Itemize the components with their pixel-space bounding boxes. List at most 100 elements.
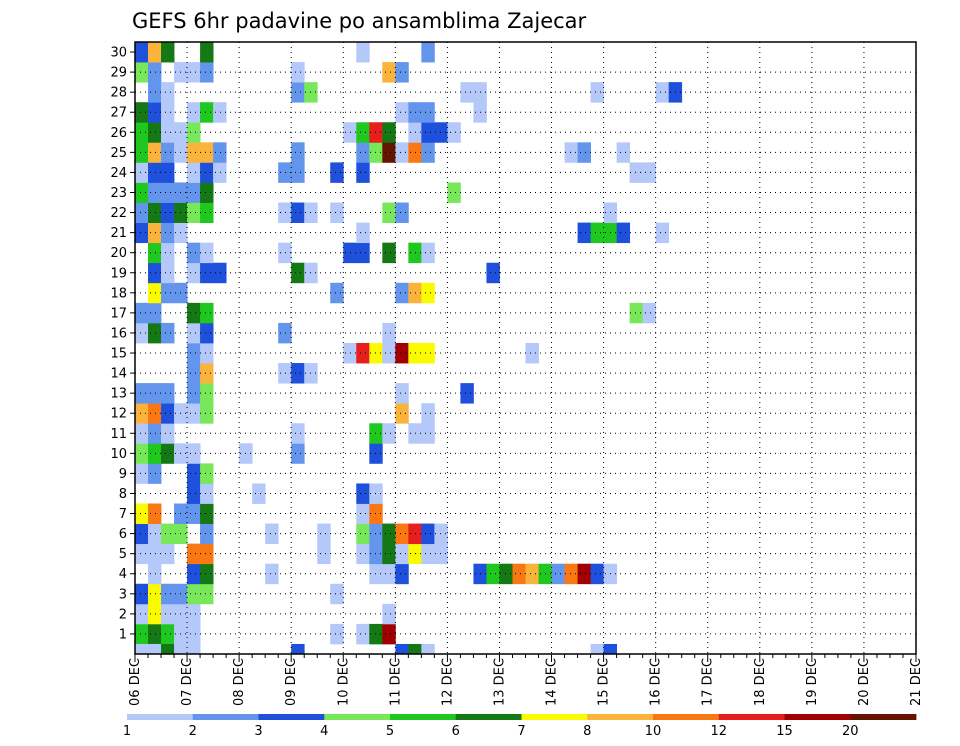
heatmap-cell <box>213 142 227 163</box>
heatmap-cell <box>135 463 149 484</box>
heatmap-cell <box>161 583 175 605</box>
heatmap-cell <box>616 222 631 244</box>
heatmap-cell <box>356 122 370 143</box>
heatmap-cell <box>460 82 474 103</box>
heatmap-cell <box>395 202 409 223</box>
heatmap-cell <box>382 322 396 344</box>
heatmap-cell <box>369 523 383 545</box>
x-tick-label: 19 DEC <box>805 658 820 706</box>
heatmap-cell <box>148 62 162 83</box>
heatmap-cell <box>330 623 344 645</box>
y-tick-label: 27 <box>110 106 127 121</box>
x-tick-label: 21 DEC <box>909 658 924 706</box>
heatmap-cell <box>187 202 201 223</box>
heatmap-cell <box>356 142 370 163</box>
heatmap-cell <box>434 523 448 545</box>
heatmap-cell <box>148 222 162 244</box>
colorbar-label: 7 <box>517 724 525 739</box>
heatmap-cell <box>265 523 279 545</box>
heatmap-cell <box>486 262 500 284</box>
y-tick-label: 26 <box>110 126 127 141</box>
heatmap-cell <box>551 563 565 585</box>
x-tick-label: 15 DEC <box>597 658 612 706</box>
heatmap-cell <box>278 162 292 183</box>
heatmap-cell <box>148 503 162 524</box>
heatmap-cell <box>369 342 383 364</box>
heatmap-cell <box>616 142 631 163</box>
x-tick-label: 09 DEC <box>284 658 299 706</box>
heatmap-cell <box>161 42 175 63</box>
heatmap-cell <box>590 563 604 585</box>
y-tick-label: 18 <box>110 286 127 301</box>
colorbar-swatch <box>127 714 194 720</box>
heatmap-cell <box>291 62 305 83</box>
heatmap-cell <box>161 643 175 654</box>
heatmap-cell <box>161 82 175 103</box>
colorbar-label: 2 <box>189 724 197 739</box>
heatmap-cell <box>343 242 357 264</box>
y-tick-label: 30 <box>110 46 127 61</box>
y-tick-label: 5 <box>119 547 127 562</box>
heatmap-cell <box>148 242 162 264</box>
heatmap-cell <box>135 302 149 324</box>
y-tick-label: 25 <box>110 146 127 161</box>
y-tick-label: 15 <box>110 347 127 362</box>
heatmap-cell <box>135 403 149 424</box>
heatmap-cell <box>395 523 409 545</box>
heatmap-cell <box>200 262 214 284</box>
heatmap-cell <box>200 403 214 424</box>
heatmap-cell <box>148 443 162 464</box>
heatmap-cell <box>252 483 266 504</box>
heatmap-cell <box>382 623 396 645</box>
heatmap-cell <box>577 222 591 244</box>
colorbar-label: 5 <box>386 724 394 739</box>
heatmap-cell <box>200 322 214 344</box>
heatmap-cell <box>148 302 162 324</box>
heatmap-cell <box>213 162 227 183</box>
colorbar-swatch <box>784 714 851 720</box>
heatmap-cell <box>148 82 162 103</box>
colorbar-label: 10 <box>645 724 662 739</box>
heatmap-cell <box>187 322 201 344</box>
y-tick-label: 1 <box>119 627 127 642</box>
heatmap-cell <box>265 563 279 585</box>
heatmap-cell <box>278 363 292 384</box>
heatmap-cell <box>161 222 175 244</box>
heatmap-cell <box>161 603 175 625</box>
heatmap-cell <box>148 42 162 63</box>
heatmap-cell <box>421 523 435 545</box>
heatmap-cell <box>369 483 383 504</box>
y-tick-label: 11 <box>110 427 127 442</box>
heatmap-cell <box>187 443 201 464</box>
colorbar-swatch <box>324 714 391 720</box>
x-tick-label: 18 DEC <box>753 658 768 706</box>
colorbar-label: 6 <box>452 724 460 739</box>
heatmap-cell <box>590 82 604 103</box>
heatmap-cell <box>317 543 331 565</box>
heatmap-cell <box>382 142 396 163</box>
heatmap-cell <box>395 383 409 404</box>
heatmap-cell <box>161 122 175 143</box>
heatmap-cell <box>187 262 201 284</box>
heatmap-cell <box>382 603 396 625</box>
heatmap-cell <box>200 162 214 183</box>
heatmap-cell <box>187 142 201 163</box>
heatmap-cell <box>200 583 214 605</box>
y-tick-label: 4 <box>119 567 127 582</box>
heatmap-cell <box>200 202 214 223</box>
heatmap-cell <box>148 643 162 654</box>
colorbar-label: 20 <box>842 724 859 739</box>
heatmap-cell <box>135 423 149 444</box>
x-tick-label: 06 DEC <box>128 658 143 706</box>
heatmap-cell <box>200 102 214 123</box>
heatmap-cell <box>161 322 175 344</box>
heatmap-cell <box>291 443 305 464</box>
heatmap-cell <box>642 162 657 183</box>
y-tick-label: 24 <box>110 166 127 181</box>
heatmap-cell <box>148 543 162 565</box>
y-tick-label: 2 <box>119 607 127 622</box>
heatmap-cell <box>291 262 305 284</box>
x-tick-label: 07 DEC <box>180 658 195 706</box>
y-tick-label: 20 <box>110 246 127 261</box>
heatmap-cell <box>486 563 500 585</box>
